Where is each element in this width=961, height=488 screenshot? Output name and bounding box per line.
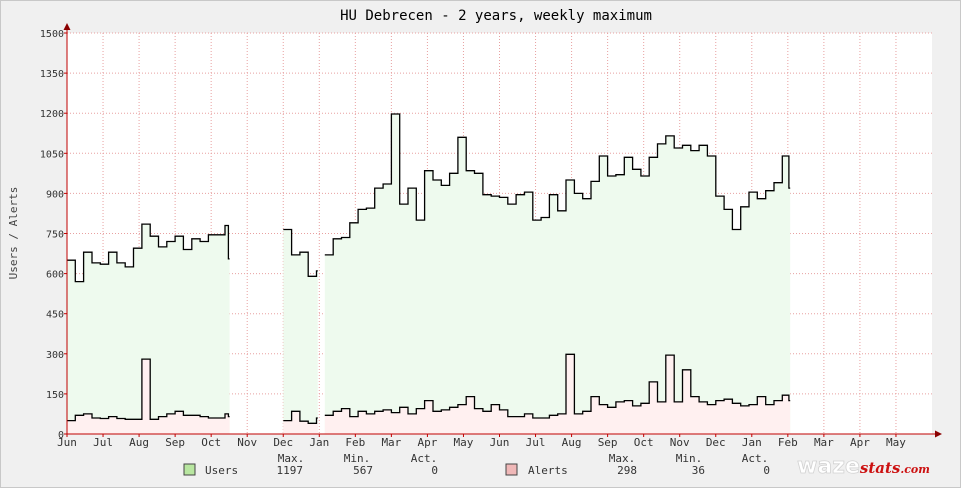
x-tick-label: Nov [237, 436, 257, 449]
legend-header-max: Max. [609, 452, 636, 465]
axes [63, 23, 942, 438]
x-tick-label: Nov [670, 436, 690, 449]
users-legend-max: 1197 [277, 464, 304, 477]
users-series-line [324, 113, 791, 256]
users-series-area [324, 114, 791, 434]
x-tick-label: Dec [273, 436, 293, 449]
y-tick-label: 1200 [40, 109, 64, 120]
alerts-series-area [67, 359, 230, 434]
y-tick-label: 150 [46, 390, 64, 401]
legend-header-min: Min. [344, 452, 371, 465]
series-lines [67, 113, 791, 424]
alerts-series-line [324, 353, 791, 419]
y-tick-label: 1050 [40, 149, 64, 160]
chart-title: HU Debrecen - 2 years, weekly maximum [340, 8, 652, 24]
x-tick-label: Dec [706, 436, 726, 449]
alerts-legend-label: Alerts [528, 464, 568, 477]
x-axis-arrow [935, 430, 942, 438]
legend-header-max: Max. [278, 452, 305, 465]
y-axis-arrow [63, 23, 71, 30]
y-tick-label: 0 [58, 430, 64, 441]
y-tick-label: 450 [46, 310, 64, 321]
alerts-legend-act: 0 [763, 464, 770, 477]
x-tick-label: Jan [742, 436, 762, 449]
x-tick-label: Aug [562, 436, 582, 449]
y-axis-label: Users / Alerts [7, 187, 20, 280]
alerts-legend-max: 298 [617, 464, 637, 477]
users-series-line [283, 228, 318, 277]
x-tick-labels: Jun Jul Aug Sep Oct Nov Dec Jan Feb Mar Apr May Jun J… [57, 436, 906, 449]
logo-part-stats: stats [860, 459, 901, 477]
alerts-series-line [283, 410, 318, 424]
x-tick-label: Mar [814, 436, 834, 449]
series-fills [67, 114, 791, 434]
x-tick-label: Apr [850, 436, 870, 449]
users-series-area [67, 224, 230, 434]
y-tick-label: 300 [46, 350, 64, 361]
x-tick-label: May [454, 436, 474, 449]
y-tick-label: 900 [46, 189, 64, 200]
logo-part-com: .com [900, 463, 930, 476]
x-tick-label: May [886, 436, 906, 449]
alerts-series-line [67, 358, 230, 422]
legend-header-act: Act. [411, 452, 438, 465]
x-tick-label: Oct [201, 436, 221, 449]
y-tick-labels: 0 150 300 450 600 750 900 1050 1200 1350 1500 [40, 29, 64, 441]
wazestats-logo[interactable]: wazestats.com [797, 454, 930, 480]
x-tick-label: Jan [309, 436, 329, 449]
users-legend-act: 0 [431, 464, 438, 477]
users-series-line [67, 223, 230, 283]
x-tick-label: Feb [778, 436, 798, 449]
y-tick-label: 1500 [40, 29, 64, 40]
x-tick-label: Jun [490, 436, 510, 449]
legend-header-min: Min. [676, 452, 703, 465]
x-tick-label: Sep [165, 436, 185, 449]
x-tick-label: Sep [598, 436, 618, 449]
x-tick-label: Jul [526, 436, 546, 449]
x-tick-label: Oct [634, 436, 654, 449]
users-series-area [283, 229, 318, 434]
y-tick-label: 1350 [40, 69, 64, 80]
logo-part-waze: waze [797, 454, 860, 479]
legend-header-act: Act. [742, 452, 769, 465]
legend: Max. Min. Act. Max. Min. Act. Users 1197… [183, 452, 770, 477]
users-legend-label: Users [205, 464, 238, 477]
x-tick-label: Feb [345, 436, 365, 449]
users-legend-min: 567 [353, 464, 373, 477]
users-legend-swatch [183, 463, 196, 476]
y-tick-label: 600 [46, 270, 64, 281]
x-tick-label: Aug [129, 436, 149, 449]
y-tick-label: 750 [46, 230, 64, 241]
x-tick-label: Jun [57, 436, 77, 449]
x-tick-label: Apr [417, 436, 437, 449]
x-tick-label: Jul [93, 436, 113, 449]
x-tick-label: Mar [381, 436, 401, 449]
alerts-legend-min: 36 [692, 464, 705, 477]
alerts-legend-swatch [505, 463, 518, 476]
